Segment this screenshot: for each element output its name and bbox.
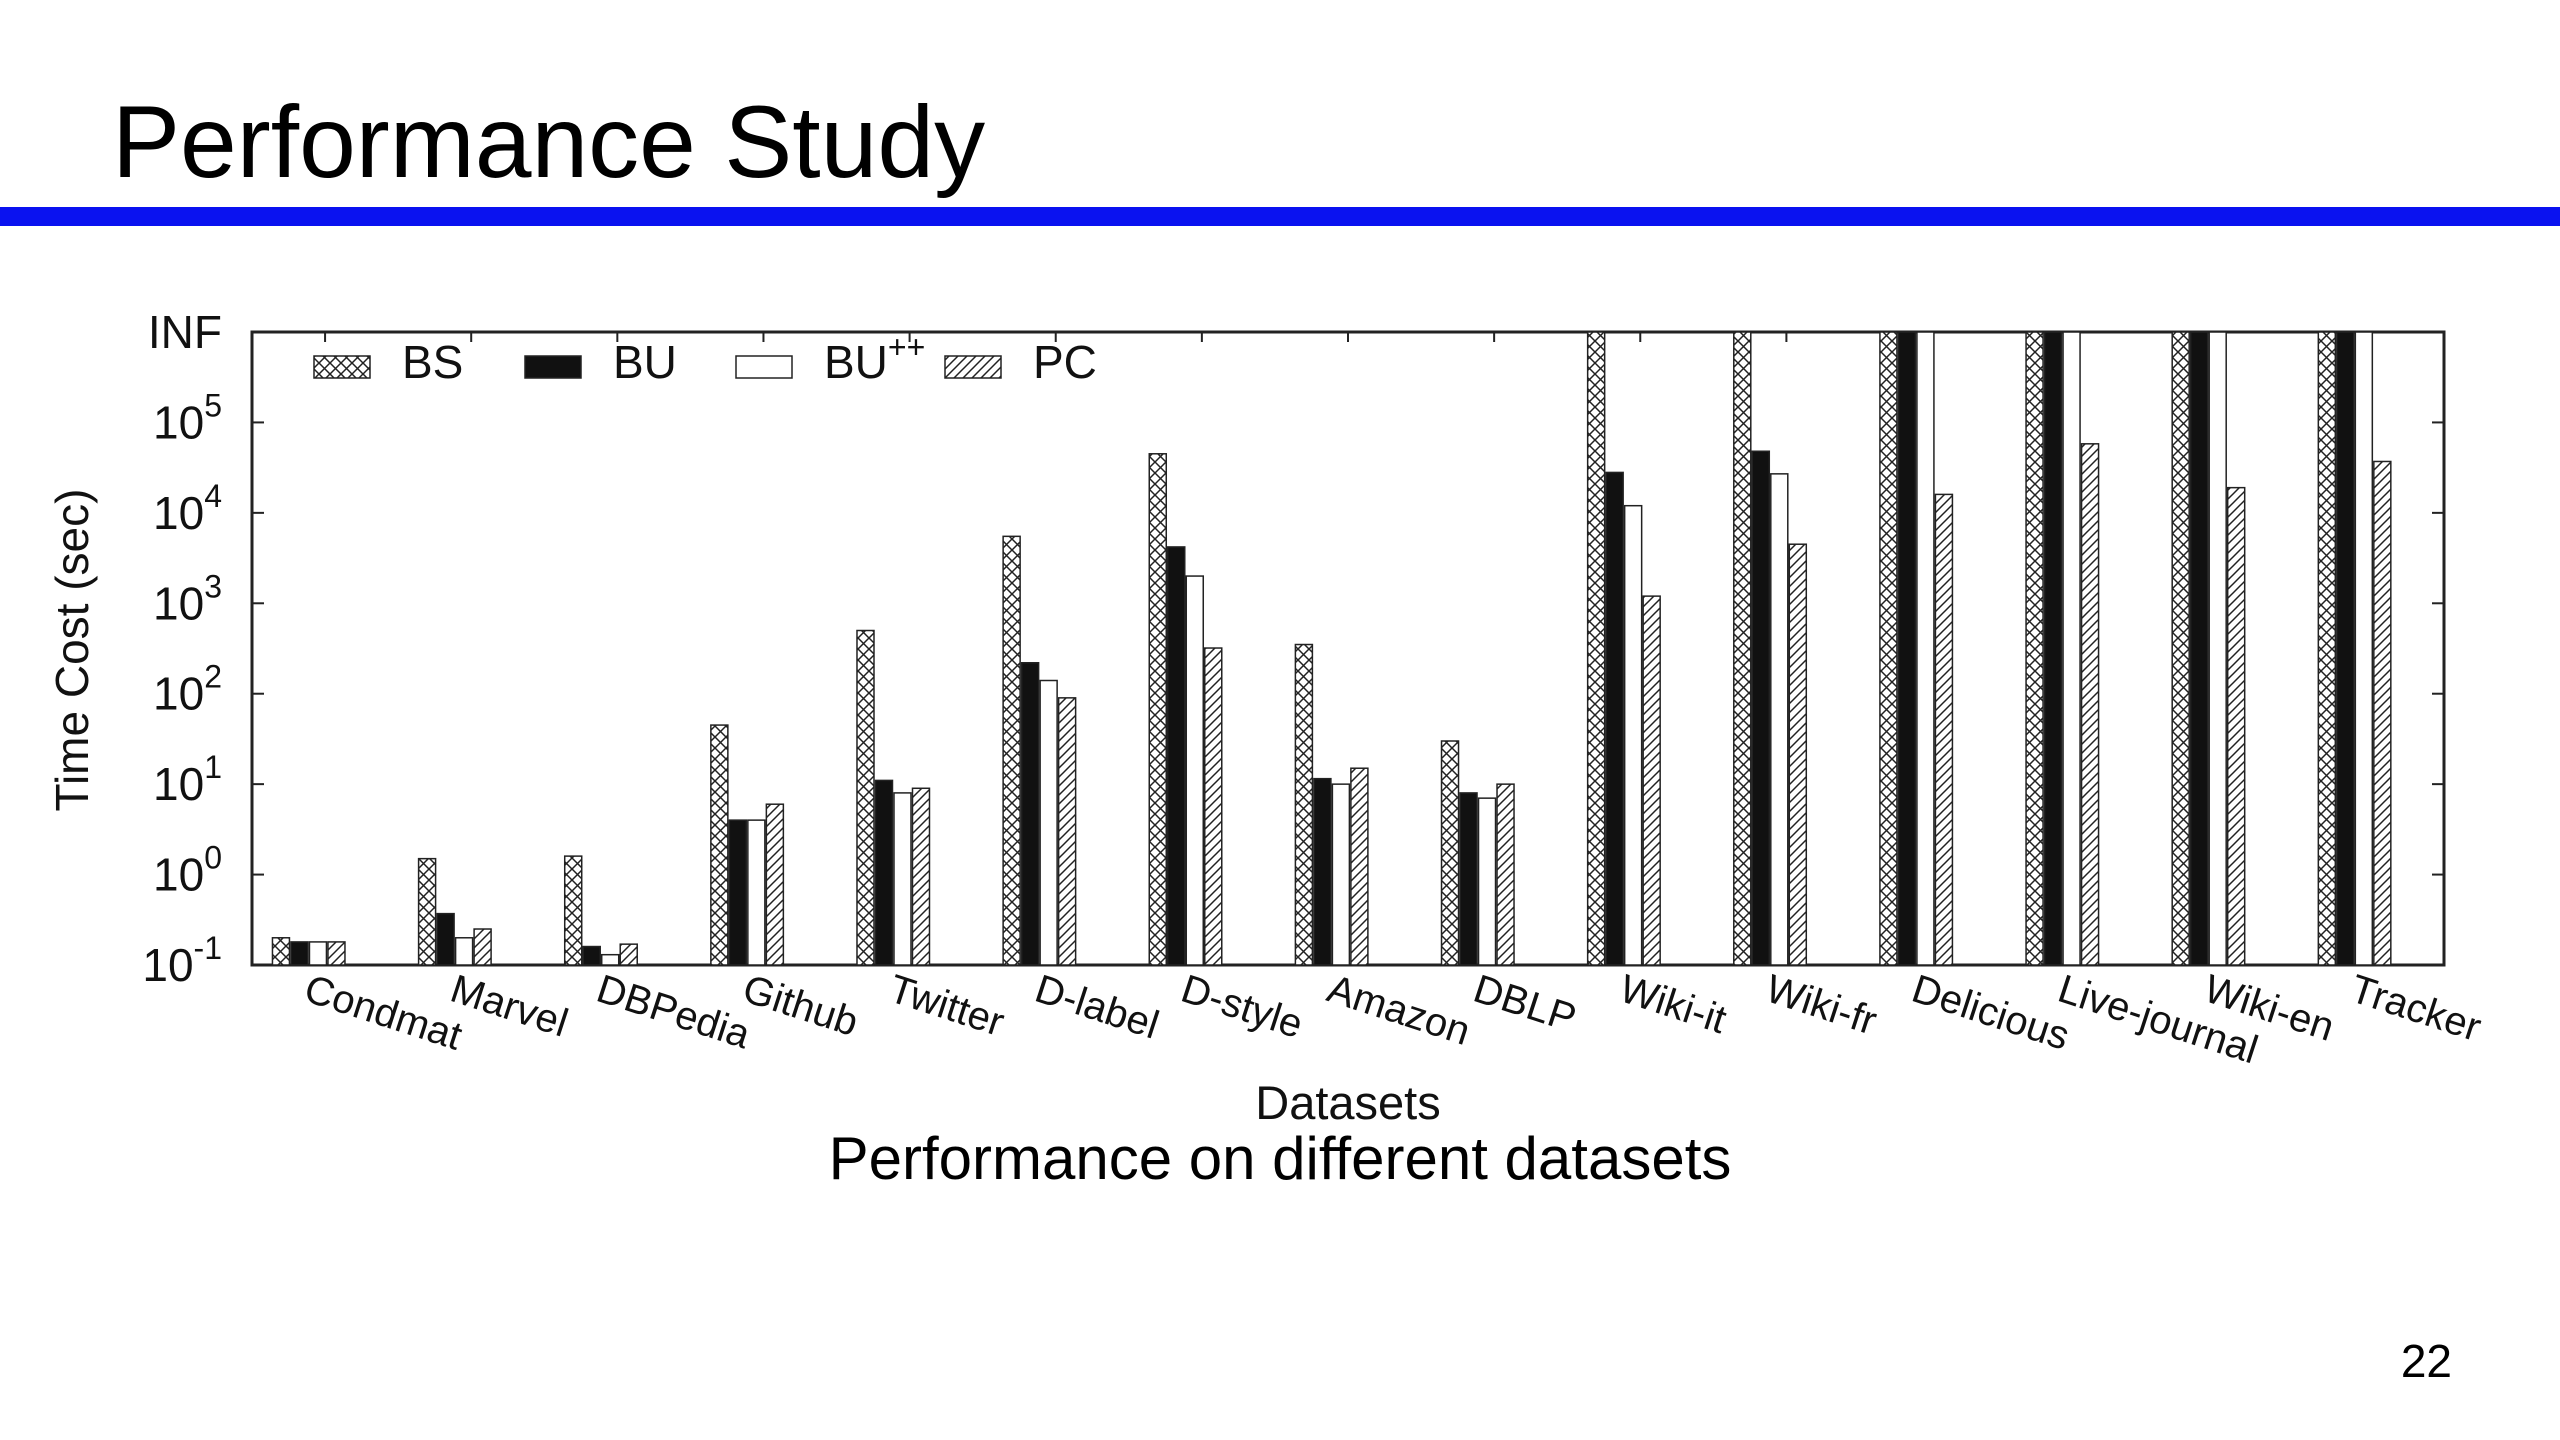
bar-bupp-delicious xyxy=(1916,331,1935,966)
bar-pc-tracker xyxy=(2373,460,2392,966)
x-tick-label: Github xyxy=(738,967,864,1045)
x-tick-label: Condmat xyxy=(299,967,467,1059)
bar-bs-dblp xyxy=(1440,740,1460,966)
bar-bs-delicious xyxy=(1879,331,1898,966)
x-tick-label: Wiki-fr xyxy=(1761,967,1882,1044)
y-tick-label: INF xyxy=(148,306,222,358)
bar-bs-marvel xyxy=(417,857,437,966)
bar-bs-d-style xyxy=(1148,453,1168,966)
bar-bupp-twitter xyxy=(893,792,912,966)
legend-label: BU++ xyxy=(824,329,925,388)
bar-pc-live-journal xyxy=(2080,443,2100,966)
y-axis-label: Time Cost (sec) xyxy=(46,489,98,812)
x-tick-label: Twitter xyxy=(884,967,1010,1045)
bar-bu-d-style xyxy=(1167,546,1186,966)
bar-pc-amazon xyxy=(1350,767,1369,966)
bar-bs-tracker xyxy=(2317,331,2337,966)
bar-bu-wiki-en xyxy=(2189,331,2209,966)
bar-pc-dblp xyxy=(1496,783,1515,966)
bar-bu-delicious xyxy=(1897,331,1917,966)
bar-bs-dbpedia xyxy=(563,855,583,966)
bar-bupp-live-journal xyxy=(2062,331,2081,966)
y-tick-label: 100 xyxy=(153,840,222,901)
bar-pc-d-label xyxy=(1057,697,1077,966)
x-tick-label: Marvel xyxy=(445,967,573,1046)
slide-title: Performance Study xyxy=(112,85,986,199)
x-tick-label: D-label xyxy=(1030,967,1164,1048)
y-tick-label: 102 xyxy=(153,659,222,720)
bar-bu-amazon xyxy=(1313,777,1332,966)
legend-swatch-bu xyxy=(524,355,582,379)
bar-bupp-wiki-en xyxy=(2208,331,2227,966)
chart-caption: Performance on different datasets xyxy=(828,1125,1732,1192)
x-tick-label: DBLP xyxy=(1468,967,1581,1041)
y-tick-label: 101 xyxy=(153,749,222,810)
x-axis-label: Datasets xyxy=(1255,1076,1440,1129)
legend-label: PC xyxy=(1033,336,1097,388)
bar-bs-d-label xyxy=(1002,535,1021,966)
y-tick-label: 104 xyxy=(153,478,222,539)
bar-bupp-d-label xyxy=(1039,679,1058,966)
bar-bu-wiki-it xyxy=(1605,471,1624,966)
legend-label: BU xyxy=(613,336,677,388)
bar-bs-amazon xyxy=(1294,643,1314,966)
bar-bu-dbpedia xyxy=(582,945,601,966)
page-number: 22 xyxy=(2400,1335,2452,1387)
bar-bs-github xyxy=(710,724,729,966)
x-tick-label: D-style xyxy=(1176,967,1308,1047)
legend: BS BU BU++ PC xyxy=(313,329,1097,388)
bar-pc-wiki-it xyxy=(1642,595,1661,966)
bar-bupp-dbpedia xyxy=(600,953,620,966)
bars xyxy=(271,331,2392,966)
x-tick-label: Tracker xyxy=(2345,967,2486,1050)
bar-bs-wiki-fr xyxy=(1733,331,1752,966)
bar-bupp-github xyxy=(747,819,766,966)
legend-label: BS xyxy=(402,336,463,388)
bar-pc-marvel xyxy=(473,928,492,966)
bar-bupp-amazon xyxy=(1331,783,1351,966)
x-tick-label: Amazon xyxy=(1322,967,1475,1054)
bar-pc-wiki-fr xyxy=(1788,543,1808,966)
bar-bs-twitter xyxy=(856,629,875,966)
bar-pc-delicious xyxy=(1934,493,1954,966)
y-tick-label: 103 xyxy=(153,568,222,629)
bar-bupp-tracker xyxy=(2354,331,2374,966)
y-tick-label: 105 xyxy=(153,387,222,448)
bar-bu-twitter xyxy=(874,779,894,966)
x-tick-label: DBPedia xyxy=(591,967,755,1058)
bar-pc-wiki-en xyxy=(2226,486,2246,966)
bar-bu-d-label xyxy=(1020,661,1040,966)
legend-swatch-bs xyxy=(313,355,371,379)
bar-bu-live-journal xyxy=(2043,331,2063,966)
bar-bs-wiki-it xyxy=(1586,331,1606,966)
x-tick-label: Wiki-it xyxy=(1614,967,1731,1042)
bar-bupp-wiki-fr xyxy=(1770,473,1789,966)
legend-swatch-bupp xyxy=(735,355,793,379)
bar-bs-live-journal xyxy=(2025,331,2044,966)
x-tick-label: Delicious xyxy=(1907,967,2075,1059)
bar-pc-dbpedia xyxy=(619,943,638,966)
bar-bs-condmat xyxy=(271,937,291,966)
title-divider xyxy=(0,207,2560,226)
bar-bupp-marvel xyxy=(454,937,474,966)
bar-pc-d-style xyxy=(1204,647,1223,966)
bar-pc-github xyxy=(765,803,785,966)
bar-bu-tracker xyxy=(2336,331,2355,966)
y-tick-label: 10-1 xyxy=(142,930,222,991)
legend-swatch-pc xyxy=(944,355,1002,379)
bar-bu-dblp xyxy=(1459,792,1478,966)
bar-bupp-d-style xyxy=(1185,575,1205,966)
bar-bu-condmat xyxy=(290,941,309,966)
bar-pc-twitter xyxy=(911,787,931,966)
bar-bu-marvel xyxy=(436,912,455,966)
bar-bupp-dblp xyxy=(1477,797,1497,966)
bar-pc-condmat xyxy=(327,941,346,966)
bar-bu-wiki-fr xyxy=(1751,450,1771,966)
bar-bu-github xyxy=(728,819,748,966)
bar-bupp-condmat xyxy=(308,941,328,966)
bar-bupp-wiki-it xyxy=(1623,504,1643,966)
bar-bs-wiki-en xyxy=(2171,331,2190,966)
